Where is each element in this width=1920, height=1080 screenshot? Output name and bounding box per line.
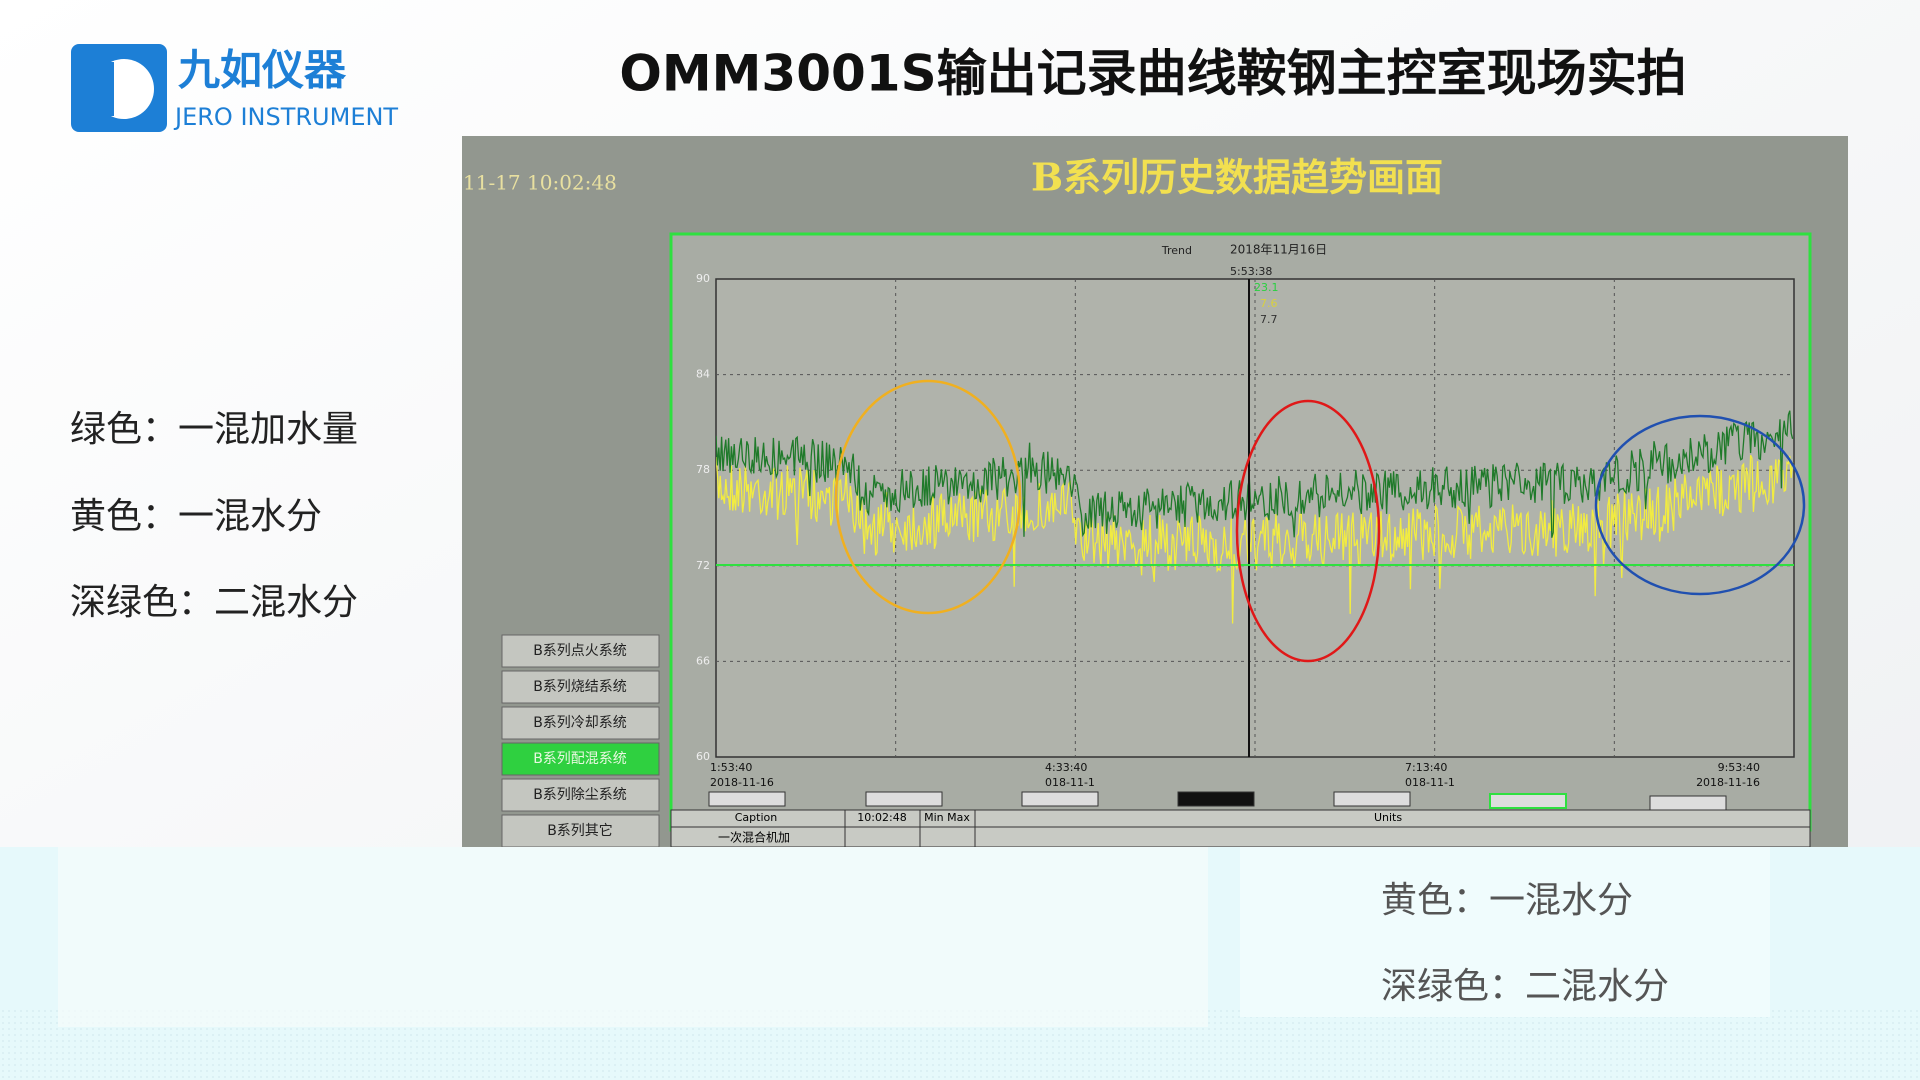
reflection-image xyxy=(58,847,1208,1027)
cursor-value: 7.7 xyxy=(1260,313,1278,326)
nav-buttons xyxy=(708,791,1727,811)
time-label: 9:53:40 xyxy=(1718,761,1760,774)
reflection-legend: 黄色：一混水分 xyxy=(1381,880,1633,921)
table-header: Units xyxy=(1374,811,1402,824)
date-label: 018-11-1 xyxy=(1045,776,1095,789)
menu-button[interactable] xyxy=(501,778,660,812)
menu-label: B系列烧结系统 xyxy=(533,679,627,695)
reflection-panel xyxy=(1240,847,1770,1017)
highlight-circle xyxy=(1594,414,1806,596)
legend-item: 绿色：一混加水量 xyxy=(70,409,358,450)
screen-photo: 11-17 10:02:48 B系列历史数据趋势画面 Trend 2018年11… xyxy=(462,136,1848,848)
cursor-value: 7.6 xyxy=(1260,297,1278,310)
reflection-bg xyxy=(58,847,1208,1027)
screen-timestamp: 11-17 10:02:48 xyxy=(463,171,617,195)
nav-button[interactable] xyxy=(1021,791,1099,807)
highlight-circle xyxy=(1235,399,1381,663)
menu-button[interactable] xyxy=(501,634,660,668)
trace xyxy=(716,410,1794,538)
y-tick-label: 60 xyxy=(696,750,710,763)
date-label: 2018-11-16 xyxy=(1696,776,1760,789)
table-header: 10:02:48 xyxy=(857,811,906,824)
reflection-legend: 深绿色：二混水分 xyxy=(1381,966,1669,1007)
nav-button[interactable] xyxy=(1489,793,1567,809)
trend-label: Trend xyxy=(1161,244,1192,257)
menu: B系列点火系统 B系列烧结系统 B系列冷却系统 B系列配混系统 B系列除尘系统 B系列其它 xyxy=(501,634,660,848)
date-label: 018-11-1 xyxy=(1405,776,1455,789)
y-tick-label: 66 xyxy=(696,654,710,667)
time-label: 1:53:40 xyxy=(710,761,752,774)
menu-button[interactable] xyxy=(501,670,660,704)
menu-button[interactable] xyxy=(501,742,660,776)
traces xyxy=(716,410,1794,624)
time-label: 4:33:40 xyxy=(1045,761,1087,774)
logo-bar xyxy=(92,62,114,116)
slide-title: OMM3001S输出记录曲线鞍钢主控室现场实拍 xyxy=(619,45,1686,103)
nav-button[interactable] xyxy=(1333,791,1411,807)
time-labels: 1:53:40 2018-11-16 4:33:40 018-11-1 7:13:40 0… xyxy=(710,761,1760,789)
caption-table: Caption 10:02:48 Min Max Units 一次混合机加 xyxy=(670,809,1811,848)
logo-subtitle: JERO INSTRUMENT xyxy=(173,103,398,131)
menu-label: B系列除尘系统 xyxy=(533,787,627,803)
logo: 九如仪器 JERO INSTRUMENT xyxy=(71,44,398,132)
table-bg xyxy=(670,809,1811,848)
date-label: 2018-11-16 xyxy=(710,776,774,789)
y-tick-label: 78 xyxy=(696,463,710,476)
nav-button[interactable] xyxy=(1177,791,1255,807)
legend-item: 黄色：一混水分 xyxy=(70,496,322,537)
table-header: Caption xyxy=(735,811,778,824)
table-header: Min Max xyxy=(924,811,970,824)
menu-button[interactable] xyxy=(501,814,660,848)
logo-name: 九如仪器 xyxy=(178,46,347,95)
y-tick-label: 84 xyxy=(696,368,710,381)
menu-label: B系列其它 xyxy=(547,822,613,839)
menu-button[interactable] xyxy=(501,706,660,740)
y-ticks: 90 84 78 72 66 60 xyxy=(696,272,710,763)
menu-label: B系列配混系统 xyxy=(533,751,627,767)
nav-button[interactable] xyxy=(865,791,943,807)
y-tick-label: 72 xyxy=(696,559,710,572)
menu-label: B系列点火系统 xyxy=(533,643,627,659)
highlight-circle xyxy=(834,379,1022,615)
time-label: 7:13:40 xyxy=(1405,761,1447,774)
y-tick-label: 90 xyxy=(696,272,710,285)
nav-button[interactable] xyxy=(1649,795,1727,811)
legend-item: 深绿色：二混水分 xyxy=(70,582,358,623)
trend-time: 5:53:38 xyxy=(1230,265,1272,278)
menu-label: B系列冷却系统 xyxy=(533,715,627,731)
trend-date: 2018年11月16日 xyxy=(1230,243,1327,257)
trace xyxy=(716,454,1794,624)
screen-title: B系列历史数据趋势画面 xyxy=(1031,155,1443,200)
nav-button[interactable] xyxy=(708,791,786,807)
cursor-value: 23.1 xyxy=(1254,281,1279,294)
table-cell: 一次混合机加 xyxy=(718,830,790,845)
